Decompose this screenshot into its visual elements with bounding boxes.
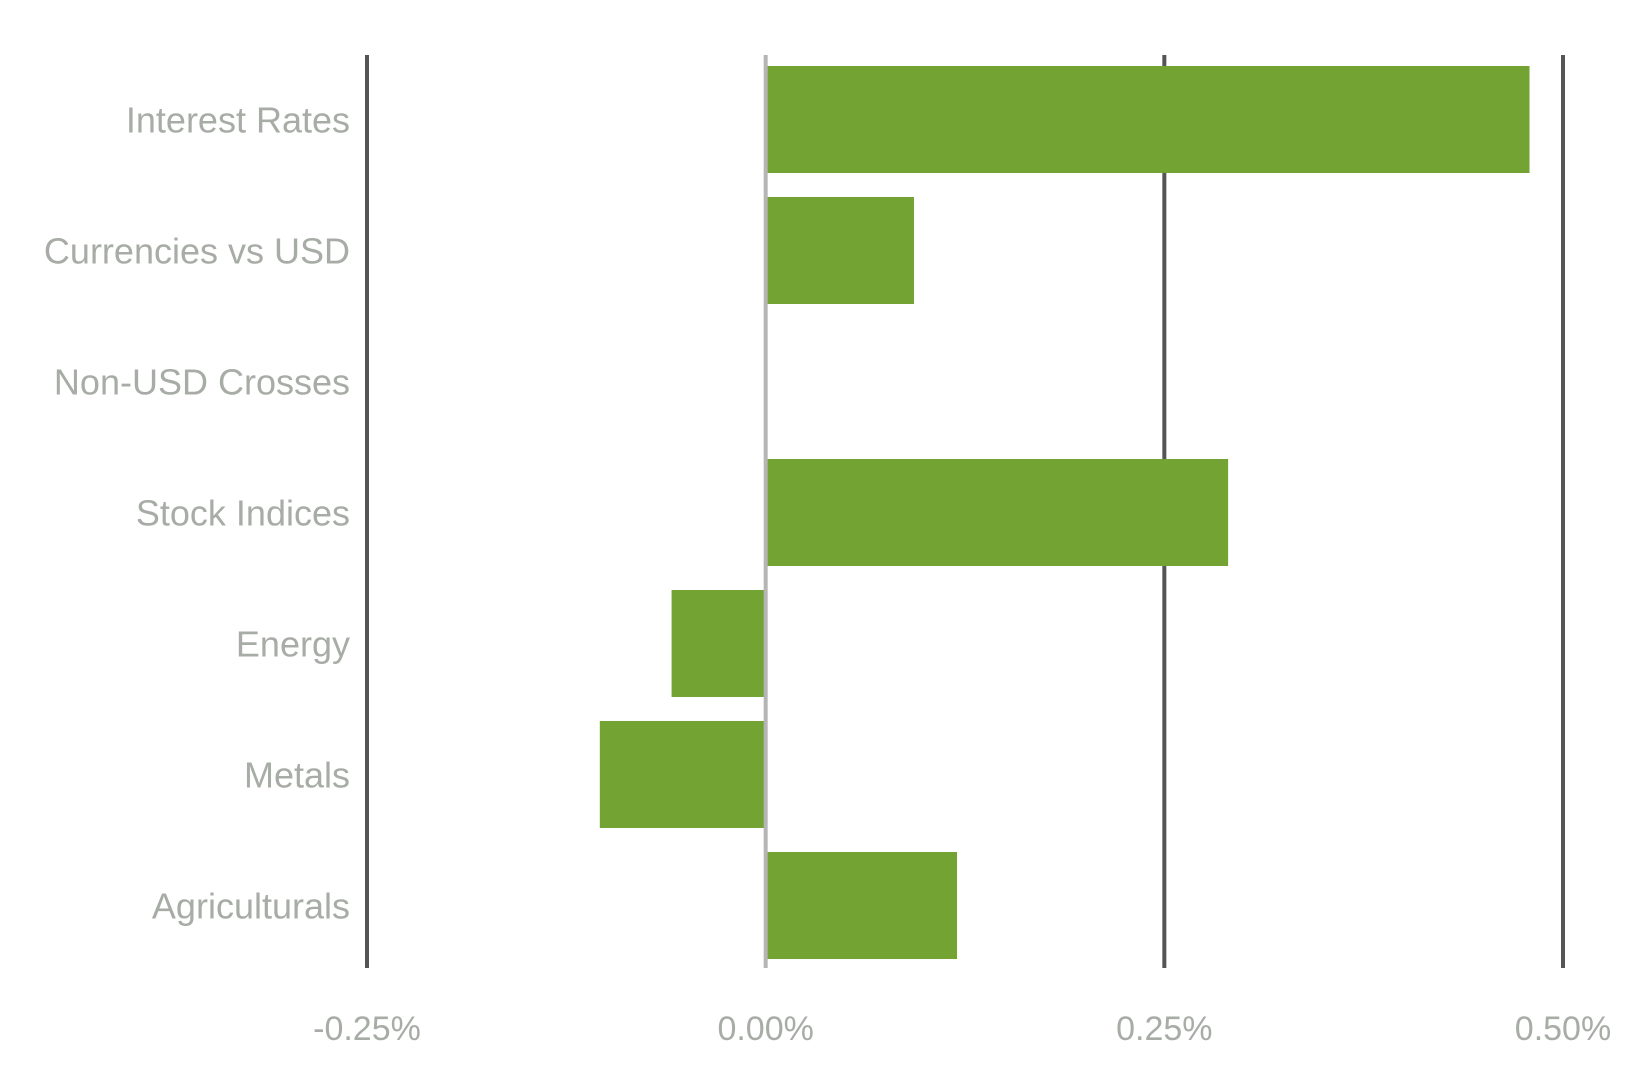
category-label-2: Non-USD Crosses [54, 362, 350, 403]
x-tick-label-0: -0.25% [313, 1010, 421, 1048]
category-label-0: Interest Rates [126, 100, 350, 141]
x-tick-label-3: 0.50% [1515, 1010, 1611, 1048]
category-label-1: Currencies vs USD [44, 231, 350, 272]
bars [599, 66, 1530, 959]
category-label-4: Energy [236, 624, 350, 665]
bar-3 [765, 459, 1229, 566]
bar-0 [765, 66, 1530, 173]
x-tick-label-2: 0.25% [1116, 1010, 1212, 1048]
x-tick-labels: -0.25% 0.00% 0.25% 0.50% [313, 1010, 1611, 1048]
category-label-5: Metals [244, 755, 350, 796]
bar-5 [599, 721, 766, 828]
category-label-6: Agriculturals [152, 886, 350, 927]
bar-4 [671, 590, 766, 697]
x-tick-label-1: 0.00% [717, 1010, 813, 1048]
bar-6 [765, 852, 958, 959]
category-label-3: Stock Indices [136, 493, 350, 534]
bar-1 [765, 197, 914, 304]
category-labels: Interest Rates Currencies vs USD Non-USD C… [44, 100, 350, 927]
